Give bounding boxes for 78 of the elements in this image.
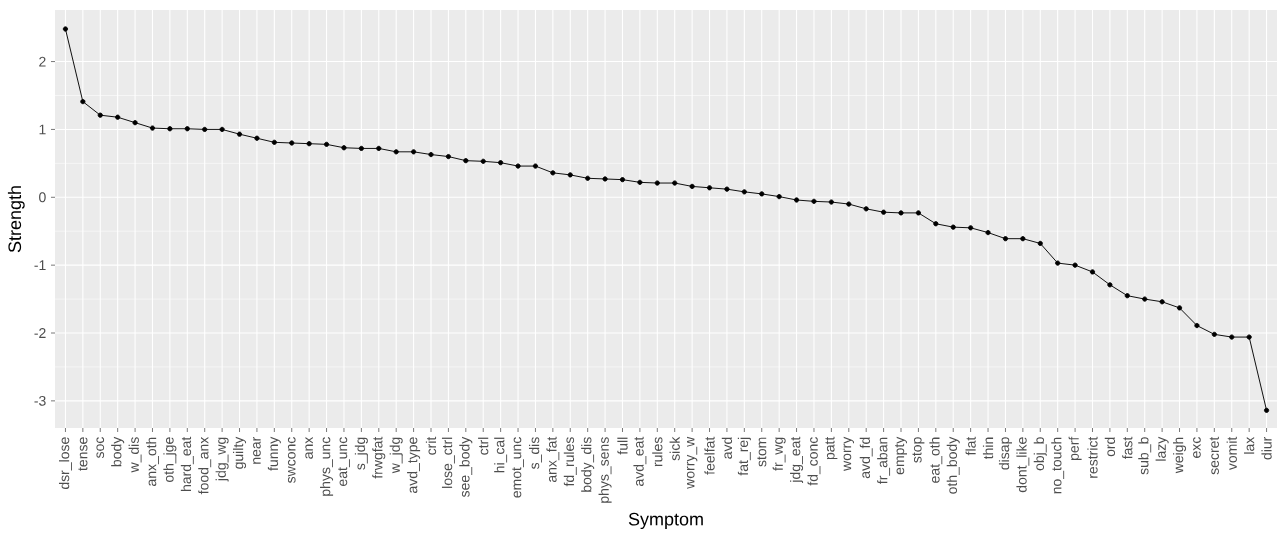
y-tick-label: -1 (34, 260, 46, 270)
x-tick-label: sick (669, 436, 680, 461)
x-tick-label: lax (1244, 436, 1255, 454)
x-tick-label: funny (267, 436, 281, 471)
x-tick-label: dont_like (1016, 437, 1030, 493)
x-tick-label: guilty (233, 436, 247, 469)
x-tick-label: eat_unc (338, 437, 350, 486)
x-tick-label: fd_conc (807, 437, 821, 486)
x-tick-label: fr_wg (772, 437, 786, 471)
x-tick-label: phys_unc (320, 437, 334, 496)
x-tick-label: fat_rej (737, 437, 751, 476)
y-tick-label: -2 (34, 328, 46, 338)
x-tick-label: secret (1209, 436, 1219, 475)
x-tick-label: body (111, 436, 125, 467)
x-tick-label: perf (1068, 436, 1082, 460)
x-tick-label: avd_fd (859, 437, 873, 479)
x-tick-label: obj_b (1033, 437, 1047, 471)
x-tick-label: s_dis (528, 437, 542, 469)
x-tick-label: dsr_lose (58, 437, 72, 490)
x-tick-label: lazy (1155, 436, 1169, 461)
x-tick-label: stop (912, 437, 925, 463)
x-tick-label: oth_body (946, 436, 960, 494)
x-tick-label: ord (1104, 437, 1116, 457)
x-tick-label: crit (425, 436, 437, 455)
x-tick-label: empty (895, 436, 907, 475)
x-tick-label: diur (1261, 436, 1272, 460)
x-tick-label: worry_w (686, 436, 698, 489)
x-tick-label: frwgfat (372, 436, 386, 479)
x-tick-label: tense (78, 437, 88, 471)
x-tick-label: food_anx (198, 436, 212, 495)
x-tick-label: near (253, 436, 261, 464)
x-tick-label: stom (757, 437, 767, 467)
x-tick-label: body_dis (581, 437, 595, 492)
y-tick-label: -3 (34, 395, 46, 406)
x-tick-label: swconc (287, 437, 296, 483)
x-tick-label: soc (96, 437, 105, 459)
x-tick-label: fd_rules (563, 437, 577, 487)
x-tick-label: no_touch (1051, 437, 1065, 494)
x-tick-label: full (617, 437, 628, 455)
x-tick-label: emot_unc (512, 437, 524, 498)
x-tick-label: anx_fat (546, 436, 560, 483)
x-tick-label: s_jdg (354, 437, 368, 470)
x-tick-label: patt (825, 436, 838, 460)
x-tick-label: exc (1193, 437, 1201, 458)
x-tick-label: rules (652, 437, 663, 467)
x-tick-label: fr_aban (877, 437, 891, 485)
x-tick-label: fast (1122, 436, 1133, 460)
x-tick-label: disap (998, 437, 1012, 470)
x-tick-label: jdg_eat (790, 436, 804, 483)
x-tick-label: oth_jge (163, 437, 177, 483)
x-tick-label: avd_type (407, 437, 421, 493)
x-tick-label: ctrl (478, 437, 489, 455)
x-tick-label: vomit (1226, 436, 1237, 471)
x-tick-label: jdg_wg (215, 437, 229, 482)
x-tick-label: avd (721, 437, 733, 459)
y-tick-label: 2 (39, 56, 46, 67)
x-tick-label: feelfat (704, 436, 715, 475)
x-tick-label: anx (305, 436, 313, 459)
x-tick-label: hard_eat (180, 436, 194, 492)
x-tick-label: anx_oth (146, 437, 159, 486)
x-axis-title: Symptom (628, 512, 703, 530)
x-tick-label: flat (965, 436, 976, 456)
x-tick-label: thin (982, 437, 994, 460)
x-tick-label: w_jdg (389, 437, 403, 474)
x-tick-label: sub_b (1138, 437, 1152, 475)
x-tick-label: hi_cal (494, 437, 508, 473)
x-tick-label: weigh (1173, 437, 1187, 474)
x-tick-label: lose_ctrl (441, 437, 455, 488)
y-axis-title: Strength (7, 186, 25, 253)
x-tick-label: phys_sens (598, 437, 612, 503)
x-tick-label: see_body (459, 436, 473, 498)
x-tick-label: restrict (1087, 436, 1098, 478)
y-tick-label: 1 (39, 124, 46, 135)
x-tick-label: worry (843, 436, 855, 471)
x-tick-label: w_dis (128, 437, 142, 473)
y-tick-label: 0 (39, 192, 46, 203)
x-tick-label: eat_oth (929, 437, 943, 483)
x-tick-label: avd_eat (633, 436, 647, 486)
